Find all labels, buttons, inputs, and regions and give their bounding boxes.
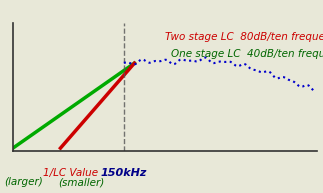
Text: One stage LC  40dB/ten frequency: One stage LC 40dB/ten frequency — [171, 49, 323, 59]
Text: Two stage LC  80dB/ten frequency: Two stage LC 80dB/ten frequency — [165, 32, 323, 42]
Text: (smaller): (smaller) — [58, 177, 105, 187]
Text: 1/LC Value: 1/LC Value — [43, 168, 99, 178]
Text: (larger): (larger) — [4, 177, 43, 187]
Text: 150kHz: 150kHz — [101, 168, 147, 178]
